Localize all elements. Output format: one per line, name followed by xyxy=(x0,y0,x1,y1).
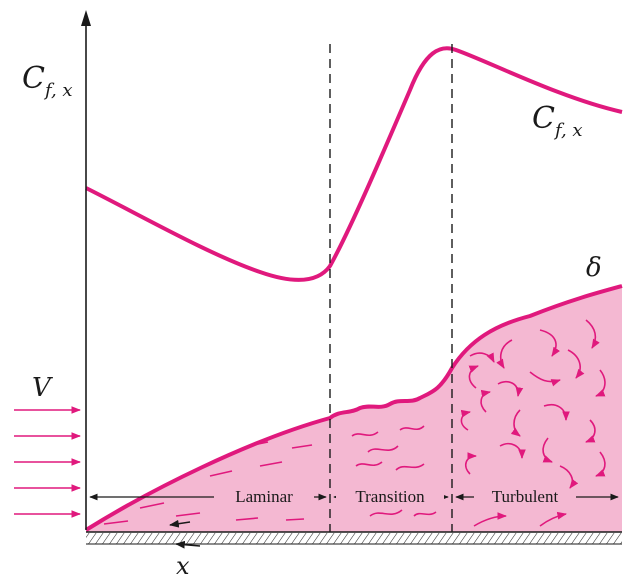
freestream-velocity-arrows xyxy=(14,406,81,518)
x-axis-label: x xyxy=(176,552,190,580)
plate-hatching xyxy=(86,533,622,544)
boundary-layer-fill xyxy=(86,286,622,532)
laminar-label: Laminar xyxy=(235,487,293,506)
turbulent-label-bg xyxy=(474,486,576,508)
laminar-streamlines xyxy=(103,441,313,525)
boundary-layer-edge xyxy=(84,284,623,532)
laminar-label-bg xyxy=(214,486,314,508)
turbulent-label: Turbulent xyxy=(492,487,559,506)
laminar-arrow xyxy=(169,519,191,528)
velocity-label: V xyxy=(32,373,53,403)
cf-curve-label: Cf, x xyxy=(532,101,583,141)
transition-eddies xyxy=(351,425,437,517)
turbulent-eddies xyxy=(460,319,606,527)
vertical-axis-arrowhead xyxy=(81,10,91,26)
x-direction-arrow xyxy=(175,540,201,549)
transition-label-bg xyxy=(336,486,444,508)
friction-coefficient-curve xyxy=(85,46,623,282)
cf-axis-label: Cf, x xyxy=(22,61,73,101)
transition-label: Transition xyxy=(355,487,425,506)
delta-label: δ xyxy=(586,253,602,283)
